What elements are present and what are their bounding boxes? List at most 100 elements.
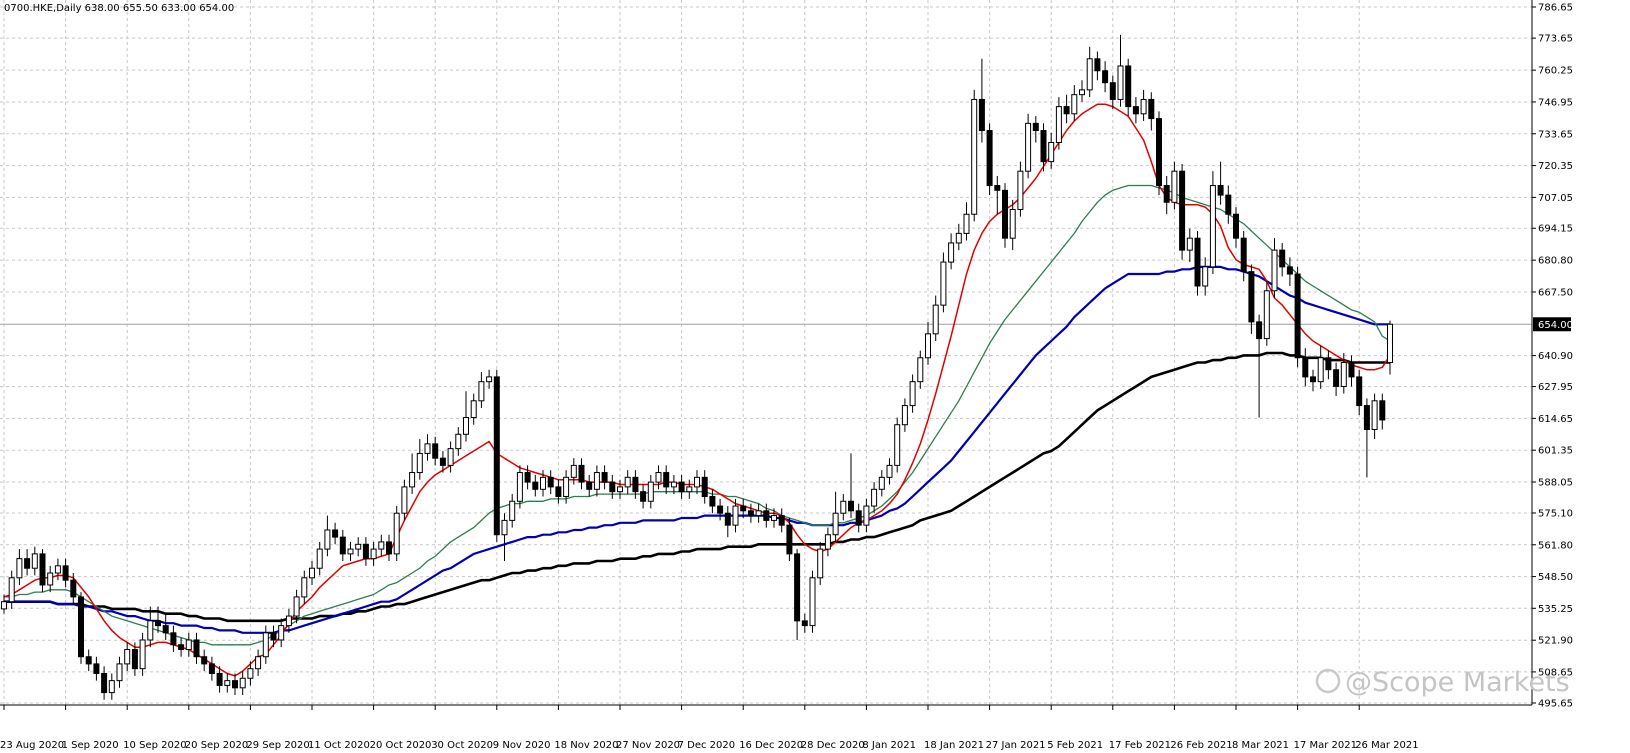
candle-body <box>1340 362 1347 387</box>
candle-body <box>1371 400 1378 431</box>
candle-body <box>1025 122 1032 172</box>
candle-body <box>401 486 408 514</box>
candle-body <box>478 381 485 402</box>
candle-body <box>509 500 516 521</box>
x-tick-label: 10 Sep 2020 <box>123 740 186 751</box>
x-tick-label: 26 Feb 2021 <box>1170 740 1232 751</box>
x-tick-label: 30 Oct 2020 <box>431 740 493 751</box>
ma-line <box>4 265 1390 634</box>
candle-body <box>1125 65 1132 108</box>
candle-body <box>1071 94 1078 115</box>
y-tick-label: 746.95 <box>1538 97 1573 108</box>
plot <box>1 34 1393 700</box>
candle-body <box>955 232 962 244</box>
y-tick-label: 627.95 <box>1538 382 1573 393</box>
candle-body <box>1240 237 1247 273</box>
candle-body <box>347 548 354 555</box>
candle-body <box>1002 189 1008 239</box>
candle-body <box>185 639 192 651</box>
candle-body <box>1333 369 1340 387</box>
candle-body <box>1302 357 1309 378</box>
candle-body <box>247 668 254 679</box>
candle-body <box>178 644 185 651</box>
candle-body <box>201 656 208 665</box>
candle-body <box>1348 362 1355 378</box>
y-tick-label: 640.90 <box>1538 351 1573 362</box>
candle-body <box>501 519 508 536</box>
x-tick-label: 9 Nov 2020 <box>493 740 551 751</box>
candle-body <box>1179 170 1186 251</box>
candle-body <box>216 672 223 686</box>
candle-body <box>139 639 146 670</box>
candle-body <box>601 472 608 483</box>
candle-body <box>1317 357 1324 383</box>
candle-body <box>524 472 531 483</box>
candle-body <box>339 536 346 555</box>
candle-body <box>224 680 231 686</box>
candle-body <box>285 615 292 627</box>
candle-body <box>655 472 662 483</box>
candle-body <box>717 505 724 514</box>
candle-body <box>193 639 200 658</box>
candle-body <box>493 376 500 536</box>
candle-body <box>909 381 916 407</box>
x-tick-label: 17 Mar 2021 <box>1294 740 1357 751</box>
candle-body <box>1256 321 1263 340</box>
candle-body <box>794 553 801 622</box>
candle-body <box>801 620 808 627</box>
candle-body <box>994 185 1001 191</box>
candle-body <box>694 476 700 488</box>
candle-body <box>663 472 670 488</box>
candle-body <box>455 433 462 450</box>
candle-body <box>624 476 631 488</box>
y-tick-label: 575.10 <box>1538 508 1573 519</box>
y-tick-label: 614.65 <box>1538 414 1573 425</box>
candle-body <box>609 481 616 493</box>
candle-body <box>39 553 46 586</box>
candle-body <box>901 405 908 426</box>
y-tick-label: 601.35 <box>1538 446 1573 457</box>
y-tick-label: 561.80 <box>1538 540 1573 551</box>
candle-body <box>732 505 739 526</box>
candle-body <box>416 452 423 474</box>
candle-body <box>1209 185 1216 268</box>
candle-body <box>555 486 562 497</box>
candle-body <box>1363 405 1370 431</box>
candle-body <box>570 464 577 478</box>
candle-body <box>1048 141 1055 163</box>
candle-body <box>116 663 123 682</box>
candle-body <box>170 632 177 646</box>
y-tick-label: 495.65 <box>1538 699 1573 710</box>
candle-body <box>432 443 439 459</box>
candle-body <box>547 476 554 488</box>
candle-body <box>824 534 831 550</box>
candle-body <box>740 505 747 512</box>
candle-body <box>131 649 138 670</box>
ma-line <box>4 351 1390 623</box>
candle-body <box>532 481 539 490</box>
candle-body <box>270 632 277 641</box>
candle-body <box>670 481 677 488</box>
y-tick-label: 786.65 <box>1538 3 1573 14</box>
x-tick-label: 27 Jan 2021 <box>986 740 1046 751</box>
x-tick-label: 27 Nov 2020 <box>616 740 680 751</box>
candle-body <box>439 457 446 466</box>
candle-body <box>324 529 331 550</box>
candle-body <box>1055 106 1062 143</box>
candle-body <box>309 567 315 579</box>
candle-body <box>108 680 115 694</box>
y-tick-label: 548.50 <box>1538 572 1573 583</box>
x-tick-label: 5 Feb 2021 <box>1047 740 1103 751</box>
candle-body <box>963 213 970 234</box>
candle-body <box>424 443 431 454</box>
candle-body <box>1217 185 1224 196</box>
candle-body <box>54 565 61 574</box>
candle-body <box>1132 106 1139 115</box>
candle-body <box>1356 376 1363 407</box>
x-tick-label: 28 Dec 2020 <box>801 740 865 751</box>
candle-body <box>93 663 100 674</box>
y-tick-label: 694.15 <box>1538 224 1573 235</box>
candle-body <box>540 476 546 490</box>
candle-body <box>1271 249 1278 292</box>
